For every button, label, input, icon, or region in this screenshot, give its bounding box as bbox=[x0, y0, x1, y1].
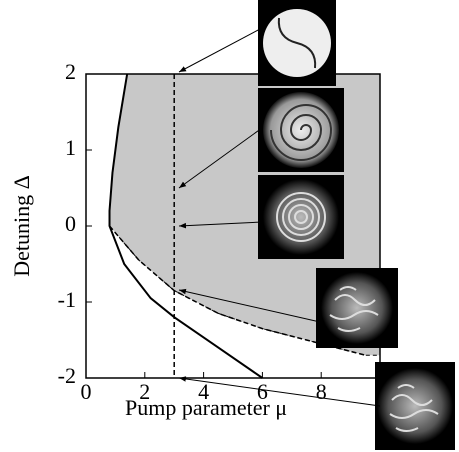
x-tick-label: 6 bbox=[257, 379, 268, 404]
y-tick-label: -2 bbox=[58, 363, 76, 388]
x-tick-label: 8 bbox=[316, 379, 327, 404]
x-tick-label: 2 bbox=[139, 379, 150, 404]
y-tick-label: 1 bbox=[65, 135, 76, 160]
y-axis-label: Detuning Δ bbox=[9, 175, 34, 277]
pattern-insets bbox=[258, 0, 455, 450]
x-tick-label: 4 bbox=[198, 379, 209, 404]
y-tick-label: 0 bbox=[65, 211, 76, 236]
x-axis-label: Pump parameter μ bbox=[125, 395, 287, 420]
arrows bbox=[178, 27, 381, 407]
y-tick-label: 2 bbox=[65, 59, 76, 84]
x-tick-label: 0 bbox=[81, 379, 92, 404]
boundary-line bbox=[108, 225, 366, 356]
boundary-line bbox=[108, 73, 263, 379]
y-tick-label: -1 bbox=[58, 287, 76, 312]
